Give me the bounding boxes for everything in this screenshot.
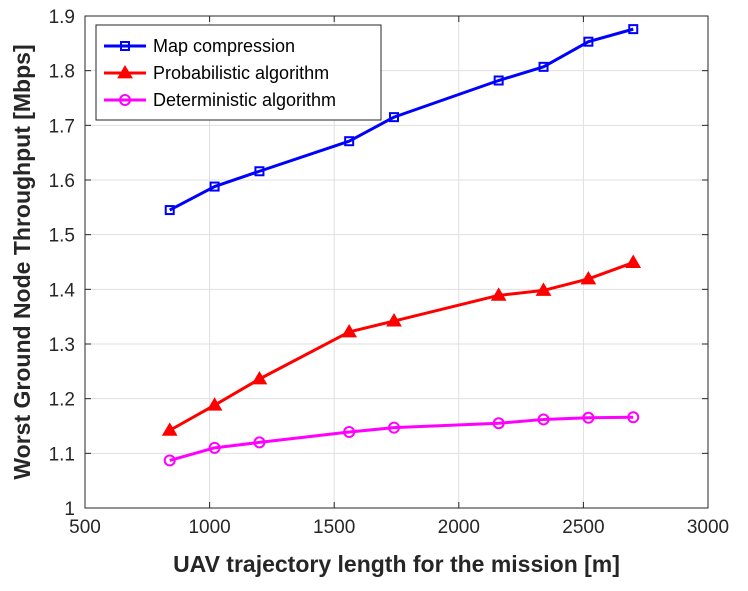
data-point-deterministic-algorithm <box>163 454 176 467</box>
plot-area-frame <box>84 15 709 509</box>
y-tick-label: 1 <box>64 499 75 520</box>
axis-ticks: 500 1000 1500 2000 2500 3000 1 1.1 1.2 1.3 1.4 1.5 1… <box>49 7 730 538</box>
series-line-deterministic-algorithm <box>169 415 634 462</box>
x-tick-label: 2000 <box>438 517 480 538</box>
y-tick-label: 1.3 <box>49 335 75 356</box>
legend: Map compression Probabilistic algorithm De… <box>95 24 382 121</box>
data-point-map-compression <box>583 36 594 47</box>
data-point-probabilistic-algorithm <box>625 254 642 268</box>
x-tick-label: 1500 <box>313 517 355 538</box>
data-point-deterministic-algorithm <box>627 411 640 424</box>
data-point-deterministic-algorithm <box>492 417 505 430</box>
data-point-deterministic-algorithm <box>582 411 595 424</box>
y-tick-label: 1.5 <box>49 226 75 247</box>
y-tick-label: 1.2 <box>49 390 75 411</box>
y-tick-label: 1.9 <box>49 7 75 28</box>
x-tick-label: 3000 <box>687 517 729 538</box>
data-point-map-compression <box>538 61 549 72</box>
data-point-deterministic-algorithm <box>253 436 266 449</box>
legend-marker-probabilistic-algorithm <box>117 65 133 79</box>
legend-marker-deterministic-algorithm <box>119 94 131 106</box>
legend-label-map-compression: Map compression <box>153 36 295 56</box>
data-point-map-compression <box>493 75 504 86</box>
data-point-probabilistic-algorithm <box>161 422 178 436</box>
y-tick-label: 1.7 <box>49 116 75 137</box>
data-point-probabilistic-algorithm <box>490 287 507 301</box>
data-point-probabilistic-algorithm <box>206 397 223 411</box>
data-point-map-compression <box>254 166 265 177</box>
x-tick-label: 2500 <box>562 517 604 538</box>
data-point-probabilistic-algorithm <box>580 270 597 285</box>
series-probabilistic-algorithm <box>161 254 642 436</box>
data-point-map-compression <box>344 136 355 147</box>
series-line-map-compression <box>169 27 634 212</box>
series-deterministic-algorithm <box>163 411 640 467</box>
x-tick-label: 500 <box>69 517 101 538</box>
data-point-deterministic-algorithm <box>343 426 356 439</box>
data-point-map-compression <box>628 24 639 35</box>
legend-label-probabilistic-algorithm: Probabilistic algorithm <box>153 63 329 83</box>
data-point-probabilistic-algorithm <box>386 313 402 327</box>
y-tick-label: 1.4 <box>49 280 76 301</box>
data-point-deterministic-algorithm <box>208 441 221 454</box>
y-axis-title: Worst Ground Node Throughput [Mbps] <box>9 44 35 479</box>
data-point-map-compression <box>164 205 175 216</box>
y-tick-label: 1.8 <box>49 62 75 83</box>
legend-marker-map-compression <box>120 41 130 51</box>
data-point-map-compression <box>389 112 400 123</box>
y-tick-label: 1.6 <box>49 171 75 192</box>
data-point-deterministic-algorithm <box>537 413 550 426</box>
legend-label-deterministic-algorithm: Deterministic algorithm <box>153 90 336 110</box>
data-point-probabilistic-algorithm <box>535 282 552 296</box>
y-tick-label: 1.1 <box>49 444 75 465</box>
data-point-deterministic-algorithm <box>388 421 401 434</box>
data-series <box>161 24 642 467</box>
data-point-map-compression <box>209 181 220 192</box>
data-point-probabilistic-algorithm <box>341 323 358 338</box>
x-axis-title: UAV trajectory length for the mission [m… <box>173 551 620 577</box>
data-point-probabilistic-algorithm <box>251 371 268 385</box>
series-map-compression <box>164 24 639 216</box>
x-tick-label: 1000 <box>188 517 230 538</box>
